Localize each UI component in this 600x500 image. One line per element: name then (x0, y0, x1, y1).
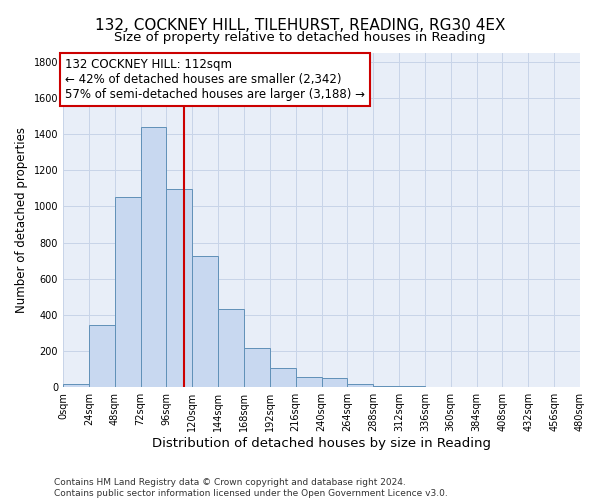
Bar (244, 348, 270, 388)
Bar (373, 386, 399, 388)
Bar (140, 126, 166, 388)
Bar (192, 256, 218, 388)
X-axis label: Distribution of detached houses by size in Reading: Distribution of detached houses by size … (152, 437, 491, 450)
Bar (322, 378, 347, 388)
Text: Contains HM Land Registry data © Crown copyright and database right 2024.
Contai: Contains HM Land Registry data © Crown c… (54, 478, 448, 498)
Bar (218, 308, 244, 388)
Bar (399, 386, 425, 388)
Bar (166, 189, 192, 388)
Bar (270, 368, 296, 388)
Text: 132 COCKNEY HILL: 112sqm
← 42% of detached houses are smaller (2,342)
57% of sem: 132 COCKNEY HILL: 112sqm ← 42% of detach… (65, 58, 365, 101)
Bar (115, 198, 140, 388)
Text: Size of property relative to detached houses in Reading: Size of property relative to detached ho… (114, 31, 486, 44)
Bar (89, 325, 115, 388)
Bar (63, 384, 89, 388)
Y-axis label: Number of detached properties: Number of detached properties (15, 127, 28, 313)
Bar (347, 384, 373, 388)
Bar (296, 378, 322, 388)
Text: 132, COCKNEY HILL, TILEHURST, READING, RG30 4EX: 132, COCKNEY HILL, TILEHURST, READING, R… (95, 18, 505, 32)
